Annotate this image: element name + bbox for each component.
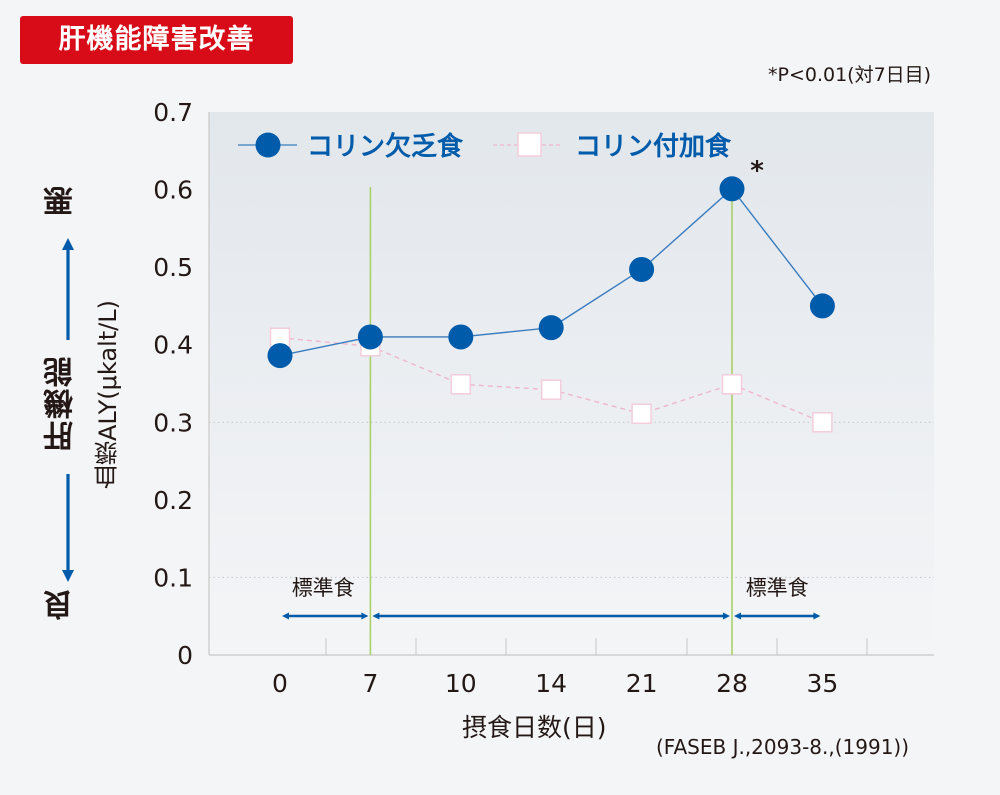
x-tick-label: 21 — [626, 669, 658, 698]
phase-arrow: 標準食 — [282, 576, 369, 620]
data-point-choline-deficient — [267, 343, 293, 369]
x-tick-label: 7 — [362, 669, 378, 698]
x-axis-label: 摂食日数(日) — [462, 713, 607, 742]
arrow-head-right — [361, 612, 369, 620]
y-tick-label: 0.6 — [153, 176, 193, 205]
x-tick-label: 35 — [806, 669, 838, 698]
phase-arrow: 標準食 — [734, 576, 821, 620]
data-point-choline-deficient — [809, 293, 835, 319]
arrow-head-right — [723, 612, 730, 620]
data-point-choline-supplemented — [812, 412, 833, 433]
legend-label-deficient: コリン欠乏食 — [307, 131, 464, 162]
x-tick-label: 0 — [272, 669, 288, 698]
y-tick-label: 0.1 — [153, 563, 193, 592]
y-tick-label: 0.7 — [153, 98, 193, 127]
arrow-head-left — [282, 612, 289, 620]
x-tick-label: 14 — [535, 669, 567, 698]
data-point-choline-deficient — [448, 324, 474, 350]
x-tick-label: 10 — [445, 669, 477, 698]
y-tick-label: 0.4 — [153, 331, 193, 360]
phase-label: 標準食 — [746, 576, 809, 600]
significance-asterisk: * — [750, 156, 764, 186]
data-point-choline-deficient — [357, 324, 383, 350]
data-point-choline-deficient — [629, 256, 655, 282]
data-point-choline-supplemented — [540, 379, 562, 400]
arrow-down-icon — [62, 570, 74, 582]
source-citation: (FASEB J.,2093-8.,(1991)) — [656, 735, 910, 759]
liver-function-axis-arrows — [62, 238, 74, 582]
x-tick-label: 28 — [716, 669, 748, 698]
data-point-choline-supplemented — [721, 374, 743, 395]
data-point-choline-supplemented — [450, 374, 472, 395]
significance-note: *P<0.01(対7日目) — [768, 64, 932, 86]
y-tick-label: 0.3 — [153, 408, 193, 437]
data-point-choline-supplemented — [631, 403, 652, 425]
legend-label-supplemented: コリン付加食 — [575, 131, 732, 162]
data-point-choline-deficient — [719, 176, 745, 202]
phase-label: 標準食 — [292, 576, 355, 600]
arrow-up-icon — [62, 238, 74, 250]
legend-marker-deficient — [255, 132, 281, 158]
data-point-choline-deficient — [538, 315, 564, 341]
arrow-head-right — [813, 612, 821, 620]
phase-arrow — [372, 612, 730, 620]
title-badge: 肝機能障害改善 — [20, 16, 293, 64]
y-tick-label: 0 — [177, 641, 193, 670]
y-tick-label: 0.2 — [153, 486, 193, 515]
arrow-head-left — [372, 612, 380, 620]
plot-area — [209, 112, 934, 655]
y-tick-label: 0.5 — [153, 253, 193, 282]
legend-marker-supplemented — [517, 132, 542, 157]
arrow-head-left — [734, 612, 741, 620]
